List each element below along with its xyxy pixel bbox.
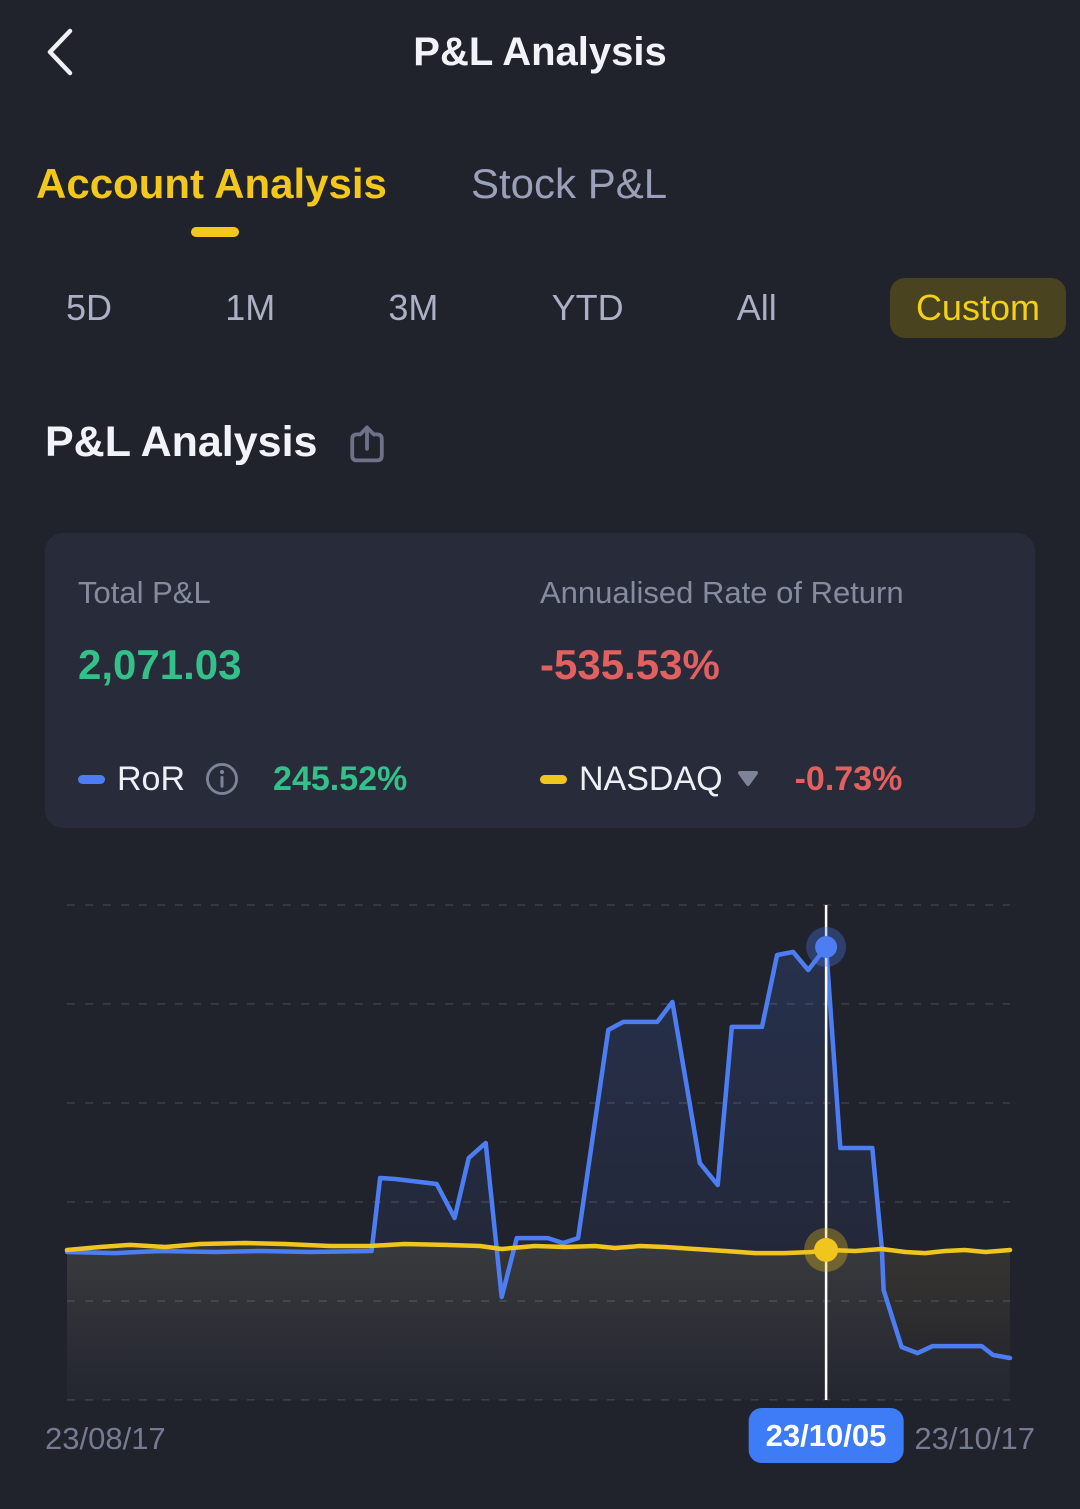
nasdaq-value: -0.73%: [794, 759, 903, 798]
period-5d[interactable]: 5D: [66, 287, 113, 328]
back-button[interactable]: [40, 24, 84, 80]
chevron-down-icon: [737, 771, 758, 786]
period-1m[interactable]: 1M: [225, 287, 276, 328]
tab-stock-pnl[interactable]: Stock P&L: [471, 160, 668, 207]
annualised-ror-label: Annualised Rate of Return: [540, 575, 904, 610]
nasdaq-cursor-marker: [814, 1237, 839, 1262]
pnl-summary-card: Total P&L Annualised Rate of Return 2,07…: [45, 533, 1035, 828]
chevron-left-icon: [47, 28, 73, 76]
ror-line-swatch: [78, 774, 105, 784]
cursor-date-badge: 23/10/05: [748, 1408, 904, 1463]
total-pnl-label: Total P&L: [78, 575, 211, 610]
share-button[interactable]: [343, 420, 391, 470]
nasdaq-line-swatch: [540, 774, 567, 784]
benchmark-dropdown-button[interactable]: [733, 766, 763, 792]
annualised-ror-value: -535.53%: [540, 641, 720, 688]
total-pnl-value: 2,071.03: [78, 641, 242, 688]
x-axis-end-label: 23/10/17: [914, 1421, 1035, 1456]
period-3m[interactable]: 3M: [388, 287, 439, 328]
ror-series-label: RoR: [117, 759, 186, 798]
period-custom[interactable]: Custom: [889, 278, 1066, 338]
period-all[interactable]: All: [736, 287, 777, 328]
nasdaq-line: [64, 1240, 1013, 1256]
benchmark-selector-label: NASDAQ: [579, 759, 723, 798]
nasdaq-area: [67, 1243, 1010, 1400]
ror-line: [64, 944, 1013, 1361]
page-title: P&L Analysis: [413, 30, 667, 74]
ror-cursor-marker: [815, 936, 838, 958]
ror-value: 245.52%: [273, 759, 408, 798]
x-axis-start-label: 23/08/17: [45, 1421, 166, 1456]
info-icon: [206, 763, 239, 795]
share-export-icon: [350, 425, 384, 463]
pnl-chart-area[interactable]: [0, 890, 1080, 1450]
legend-ror: RoR 245.52%: [78, 757, 407, 801]
ror-info-button[interactable]: [203, 760, 241, 798]
tab-account-analysis[interactable]: Account Analysis: [36, 160, 387, 207]
active-tab-indicator: [191, 227, 239, 237]
period-ytd[interactable]: YTD: [551, 287, 624, 328]
section-title: P&L Analysis: [45, 418, 318, 466]
legend-nasdaq: NASDAQ -0.73%: [540, 757, 902, 801]
pnl-chart[interactable]: [0, 890, 1080, 1450]
period-selector: 5D 1M 3M YTD All Custom: [0, 276, 1080, 340]
